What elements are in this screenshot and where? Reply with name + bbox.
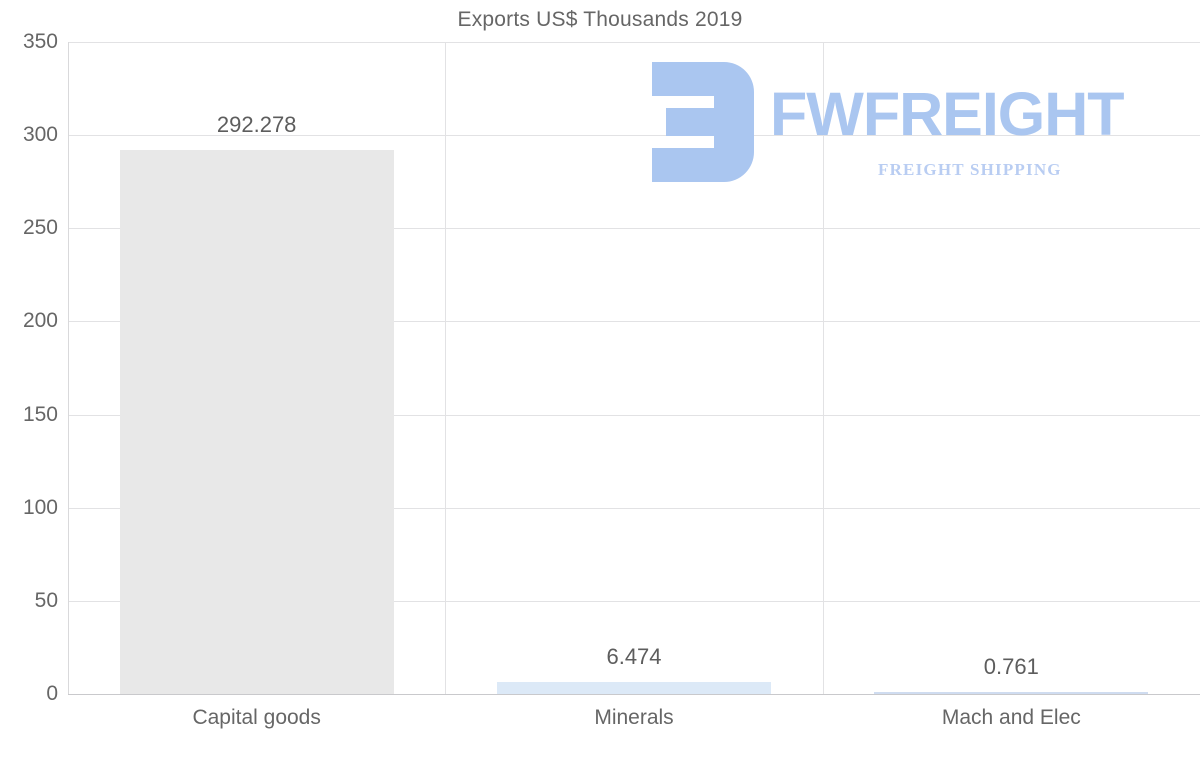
x-axis-tick-label: Minerals <box>594 706 674 729</box>
y-axis-tick-label: 50 <box>34 588 58 612</box>
gridline-vertical <box>445 42 446 694</box>
bar-value-label: 292.278 <box>216 111 297 137</box>
gridline-horizontal <box>68 507 1200 509</box>
gridline-vertical <box>823 42 824 694</box>
chart-title: Exports US$ Thousands 2019 <box>457 8 743 31</box>
plot-area <box>68 42 1200 695</box>
gridline-horizontal <box>68 321 1200 323</box>
y-axis-tick-label: 100 <box>22 495 58 519</box>
y-axis-tick-label: 250 <box>22 216 58 240</box>
bar-value-label: 0.761 <box>983 654 1039 679</box>
gridline-horizontal <box>68 228 1200 230</box>
x-axis-line <box>68 694 1200 695</box>
bar-value-label: 6.474 <box>606 643 662 669</box>
gridline-horizontal <box>68 135 1200 137</box>
y-axis-tick-label: 150 <box>22 402 58 426</box>
gridline-horizontal <box>68 600 1200 602</box>
gridline-horizontal <box>68 42 1200 43</box>
y-axis-tick-label: 350 <box>22 30 58 53</box>
x-axis-tick-label: Mach and Elec <box>941 706 1081 729</box>
y-axis-tick-label: 0 <box>46 682 58 705</box>
y-axis-tick-label: 200 <box>22 309 58 333</box>
bar[interactable] <box>497 681 771 694</box>
bar[interactable] <box>120 149 394 694</box>
gridline-horizontal <box>68 414 1200 416</box>
y-axis-line <box>68 42 69 695</box>
bar[interactable] <box>874 692 1148 694</box>
x-axis-tick-label: Capital goods <box>192 706 321 729</box>
y-axis-tick-label: 300 <box>22 123 58 147</box>
